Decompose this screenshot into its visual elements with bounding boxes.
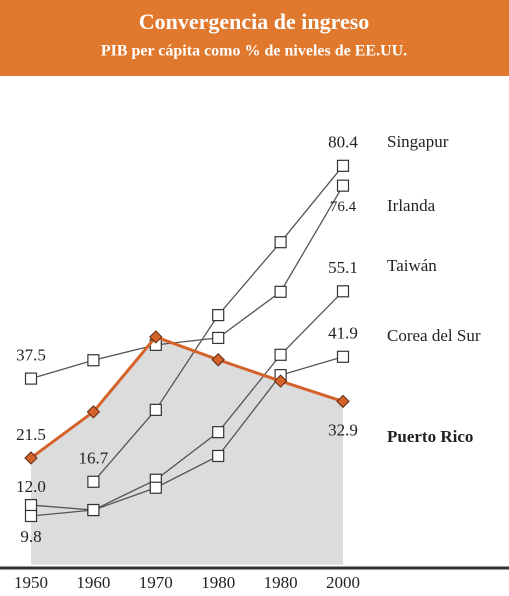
marker bbox=[274, 348, 287, 361]
marker bbox=[87, 354, 100, 367]
header-band bbox=[0, 0, 509, 76]
marker bbox=[274, 285, 287, 298]
marker bbox=[149, 403, 162, 416]
value-label: 55.1 bbox=[328, 258, 358, 277]
legend-label: Taiwán bbox=[387, 256, 437, 275]
chart-title: Convergencia de ingreso bbox=[139, 9, 370, 34]
marker bbox=[273, 374, 288, 388]
marker bbox=[212, 331, 225, 345]
marker bbox=[212, 309, 225, 322]
x-tick-label: 1970 bbox=[139, 573, 173, 592]
value-label: 32.9 bbox=[328, 420, 358, 439]
legend-label: Corea del Sur bbox=[387, 326, 481, 345]
marker bbox=[24, 372, 38, 385]
marker bbox=[24, 498, 38, 512]
marker bbox=[87, 503, 100, 517]
value-label: 9.8 bbox=[20, 527, 41, 546]
marker bbox=[211, 353, 225, 367]
marker bbox=[336, 285, 350, 298]
marker bbox=[336, 179, 350, 192]
marker bbox=[212, 426, 225, 439]
legend-label: Singapur bbox=[387, 132, 449, 151]
line bbox=[30, 185, 344, 380]
marker bbox=[24, 509, 38, 523]
value-label: 16.7 bbox=[79, 449, 109, 468]
chart-subtitle: PIB per cápita como % de niveles de EE.U… bbox=[101, 43, 407, 60]
x-tick-label: 1950 bbox=[14, 573, 48, 592]
value-label: 80.4 bbox=[328, 133, 358, 152]
line bbox=[30, 356, 344, 517]
legend-label: Puerto Rico bbox=[387, 427, 473, 446]
marker bbox=[336, 159, 350, 172]
marker bbox=[149, 481, 162, 494]
x-tick-label: 1980 bbox=[264, 573, 298, 592]
marker bbox=[149, 330, 163, 344]
x-tick-label: 1960 bbox=[76, 573, 110, 592]
x-tick-label: 2000 bbox=[326, 573, 360, 592]
marker bbox=[86, 405, 101, 419]
value-label: 41.9 bbox=[328, 324, 358, 343]
x-tick-label: 1980 bbox=[201, 573, 235, 592]
legend-label: Irlanda bbox=[387, 196, 436, 215]
marker bbox=[274, 236, 287, 249]
value-label: 21.5 bbox=[16, 425, 46, 444]
line bbox=[30, 290, 344, 511]
value-label: 76.4 bbox=[330, 199, 357, 215]
value-label: 12.0 bbox=[16, 477, 46, 496]
marker bbox=[336, 350, 350, 363]
value-label: 37.5 bbox=[16, 346, 46, 365]
marker bbox=[336, 394, 350, 409]
line bbox=[30, 335, 344, 460]
marker bbox=[212, 449, 225, 463]
marker bbox=[87, 475, 100, 488]
marker bbox=[24, 451, 38, 465]
